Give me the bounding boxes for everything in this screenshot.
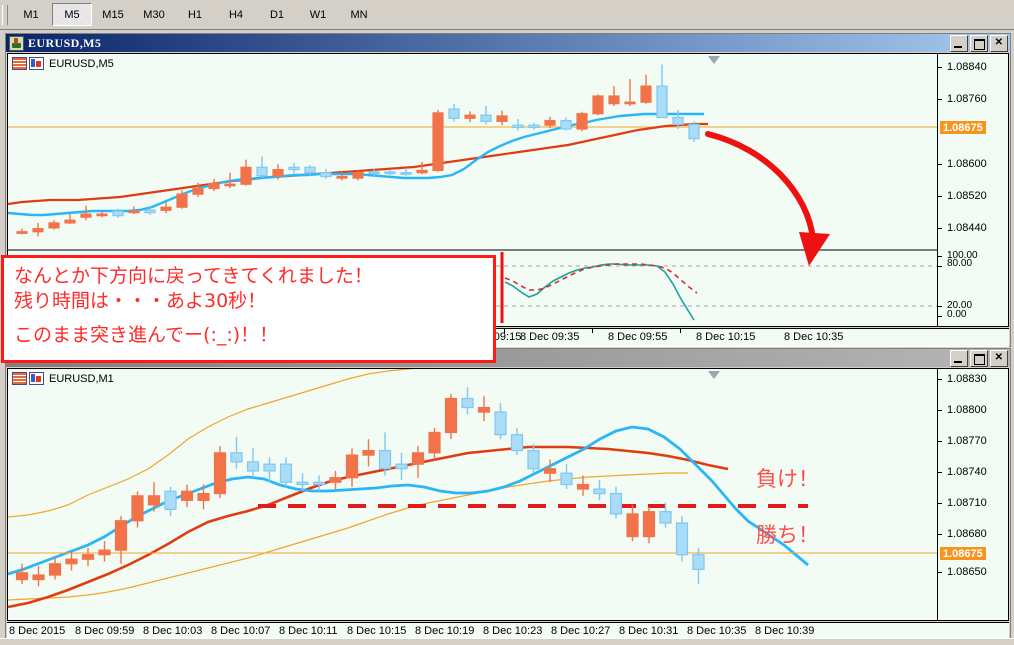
stoch-tick-100: 100.00	[947, 250, 978, 261]
symbol-text-m1: EURUSD,M1	[49, 372, 114, 385]
timeframe-m15[interactable]: M15	[102, 8, 124, 21]
titlebar-m5[interactable]: EURUSD,M5 ✕	[6, 34, 1010, 52]
timeframe-m5[interactable]: M5	[52, 3, 92, 26]
time-tick-m1-9: 8 Dec 10:31	[619, 625, 679, 637]
timeframe-toolbar: M1 M5 M15 M30 H1 H4 D1 W1 MN	[0, 0, 1014, 30]
time-tick-m1-11: 8 Dec 10:39	[755, 625, 815, 637]
minimize-button-m5[interactable]	[950, 34, 968, 52]
window-title-m5: EURUSD,M5	[28, 35, 102, 50]
timeframe-mn[interactable]: MN	[350, 8, 368, 21]
data-window-icon	[12, 372, 27, 385]
minimize-button-m1[interactable]	[950, 349, 968, 367]
time-tick-m5-3: 8 Dec 10:15	[696, 331, 756, 343]
price-tick-0: 1.08840	[947, 61, 987, 73]
note-line-3: このまま突き進んでー(:_:)！！	[14, 324, 279, 346]
price-tick-m1-5: 1.08680	[947, 528, 987, 540]
time-axis-m1: 8 Dec 2015 8 Dec 09:59 8 Dec 10:03 8 Dec…	[7, 622, 1009, 640]
time-tick-m1-5: 8 Dec 10:15	[347, 625, 407, 637]
price-axis-m5: 1.08840 1.08760 1.08600 1.08520 1.08440 …	[937, 54, 1008, 326]
time-tick-m1-4: 8 Dec 10:11	[279, 625, 338, 637]
status-bar	[0, 638, 1014, 645]
chart-canvas-m1[interactable]: EURUSD,M1 負け！ 勝ち！ 1.08830 1	[7, 368, 1009, 621]
time-tick-m1-0: 8 Dec 2015	[9, 625, 66, 637]
time-tick-m5-4: 8 Dec 10:35	[784, 331, 844, 343]
note-line-1: なんとか下方向に戻ってきてくれました！	[14, 265, 373, 287]
price-tick-m1-1: 1.08800	[947, 404, 987, 416]
timeframe-m1[interactable]: M1	[23, 8, 39, 21]
stoch-tick-80: 80.00	[947, 258, 973, 269]
timeframe-w1[interactable]: W1	[309, 8, 327, 21]
timeframe-h4[interactable]: H4	[228, 8, 244, 21]
timeframe-h1[interactable]: H1	[187, 8, 203, 21]
stoch-tick-20: 20.00	[947, 300, 973, 311]
price-tick-1: 1.08760	[947, 93, 987, 105]
price-tick-m1-3: 1.08740	[947, 466, 987, 478]
window-controls-m5: ✕	[950, 34, 1008, 52]
chart-window-m1: ✕ EURUSD,M1 負け！ 勝ち！	[5, 348, 1011, 642]
candlestick-icon	[29, 372, 44, 385]
data-window-icon	[12, 57, 27, 70]
price-tick-m1-6: 1.08650	[947, 566, 987, 578]
down-arrow-annotation-m5	[705, 131, 830, 266]
current-price-flag-m5: 1.08675	[940, 121, 986, 134]
current-price-flag-m1: 1.08675	[940, 547, 986, 560]
chart-symbol-label-m5: EURUSD,M5	[12, 57, 114, 70]
candlestick-icon	[29, 57, 44, 70]
maximize-button-m1[interactable]	[970, 349, 988, 367]
timeframe-m30[interactable]: M30	[143, 8, 165, 21]
chart-plot-m5	[8, 56, 938, 323]
time-tick-m1-8: 8 Dec 10:27	[551, 625, 611, 637]
note-spacer	[14, 314, 493, 323]
price-tick-m1-0: 1.08830	[947, 373, 987, 385]
price-tick-m1-4: 1.08710	[947, 497, 987, 509]
timeframe-d1[interactable]: D1	[269, 8, 285, 21]
stoch-tick-0: 0.00	[947, 309, 967, 320]
maximize-button-m5[interactable]	[970, 34, 988, 52]
toolbar-grip[interactable]	[2, 4, 8, 25]
candle-series-m5	[16, 64, 700, 268]
time-tick-m1-6: 8 Dec 10:19	[415, 625, 475, 637]
window-controls-m1: ✕	[950, 349, 1008, 367]
chart-symbol-label-m1: EURUSD,M1	[12, 372, 114, 385]
time-tick-m1-10: 8 Dec 10:35	[687, 625, 747, 637]
annotation-note-box: なんとか下方向に戻ってきてくれました！ 残り時間は・・・あよ30秒！ このまま突…	[1, 255, 496, 363]
time-tick-m5-1: 8 Dec 09:35	[520, 331, 580, 343]
time-tick-m1-3: 8 Dec 10:07	[211, 625, 271, 637]
time-tick-m1-1: 8 Dec 09:59	[75, 625, 135, 637]
lose-annotation: 負け！	[756, 467, 819, 491]
time-tick-m5-2: 8 Dec 09:55	[608, 331, 668, 343]
time-tick-m1-7: 8 Dec 10:23	[483, 625, 543, 637]
close-button-m1[interactable]: ✕	[990, 349, 1008, 367]
chart-plot-m1	[8, 369, 938, 609]
win-annotation: 勝ち！	[756, 523, 819, 547]
chart-window-icon	[9, 35, 24, 51]
price-tick-m1-2: 1.08770	[947, 435, 987, 447]
time-tick-m1-2: 8 Dec 10:03	[143, 625, 203, 637]
price-tick-3: 1.08520	[947, 190, 987, 202]
price-tick-2: 1.08600	[947, 158, 987, 170]
note-line-2: 残り時間は・・・あよ30秒！	[14, 290, 267, 312]
price-tick-4: 1.08440	[947, 222, 987, 234]
symbol-text-m5: EURUSD,M5	[49, 57, 114, 70]
price-axis-m1: 1.08830 1.08800 1.08770 1.08740 1.08710 …	[937, 369, 1008, 620]
close-button-m5[interactable]: ✕	[990, 34, 1008, 52]
